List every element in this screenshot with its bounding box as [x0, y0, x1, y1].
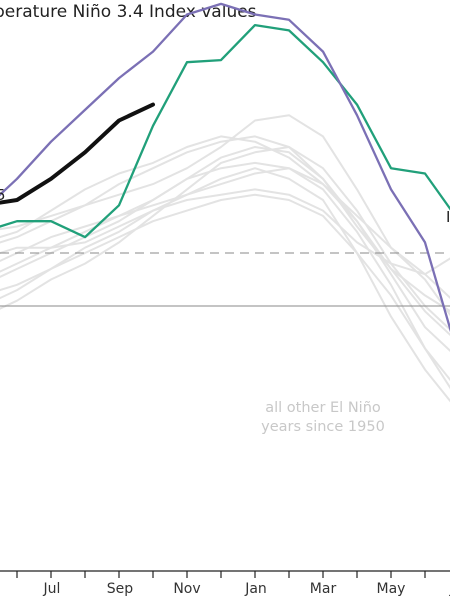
x-tick-label: Jul	[43, 581, 61, 597]
current-series-line	[0, 102, 155, 205]
other-year-line	[0, 167, 450, 382]
reference-lines	[0, 252, 450, 307]
x-tick-label: May	[377, 581, 406, 597]
x-tick-label-partial: J	[449, 581, 450, 597]
right-edge-label: I	[446, 208, 450, 226]
other-year-line	[0, 135, 450, 299]
chart-title: perature Niño 3.4 Index values	[0, 2, 257, 22]
highlighted-series-lines	[0, 2, 450, 333]
x-tick-label: Sep	[107, 581, 134, 597]
x-tick-label: Nov	[173, 581, 200, 597]
other-year-line	[0, 146, 450, 352]
x-axis-ticks	[16, 571, 426, 578]
other-year-line	[0, 193, 450, 390]
other-year-line	[0, 167, 450, 403]
green-series-line	[0, 23, 450, 239]
other-years-annotation: all other El Niño years since 1950	[261, 400, 385, 435]
x-tick-label: Jan	[244, 581, 267, 597]
annotation-line-2: years since 1950	[261, 419, 385, 435]
purple-series-line	[0, 2, 450, 333]
other-year-line	[0, 161, 450, 337]
x-tick-label: Mar	[310, 581, 337, 597]
left-edge-label: 5	[0, 186, 6, 204]
other-year-line	[0, 146, 450, 331]
x-axis-tick-labels: Jul Sep Nov Jan Mar May J	[43, 581, 450, 597]
other-year-line	[0, 114, 450, 317]
other-el-nino-years-lines	[0, 114, 450, 403]
annotation-line-1: all other El Niño	[265, 400, 381, 416]
